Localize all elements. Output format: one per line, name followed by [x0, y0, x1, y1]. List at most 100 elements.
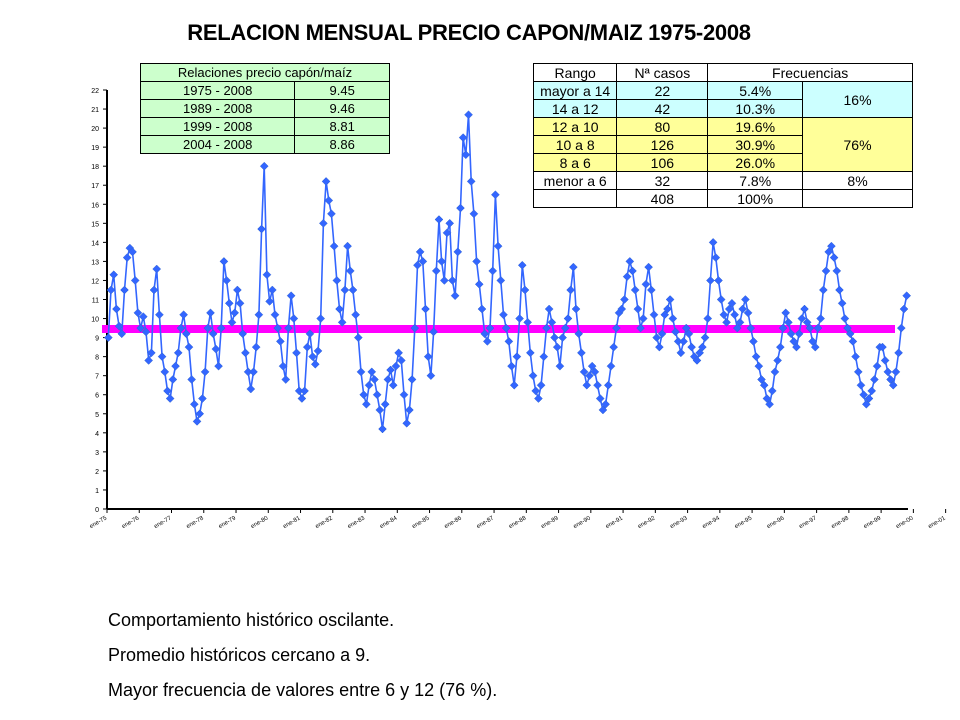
series-point: [246, 384, 256, 394]
series-point: [249, 367, 258, 377]
series-point: [324, 196, 334, 205]
series-point: [343, 241, 352, 251]
series-point: [525, 348, 535, 358]
series-point: [364, 380, 374, 390]
series-point: [714, 276, 723, 285]
series-point: [560, 323, 570, 333]
x-tick-label: ene-85: [411, 515, 431, 530]
series-point: [883, 367, 893, 377]
series-point: [300, 386, 309, 396]
series-point: [692, 356, 702, 365]
x-tick-label: ene-98: [831, 515, 851, 530]
series-point: [219, 257, 229, 266]
series-point: [130, 276, 140, 285]
series-point: [829, 253, 839, 262]
x-tick-label: ene-76: [121, 515, 141, 530]
series-point: [278, 361, 288, 371]
series-point: [310, 359, 320, 369]
series-point: [163, 386, 172, 396]
series-point: [203, 323, 213, 333]
series-point: [784, 318, 793, 327]
cases-cell: 126: [616, 135, 709, 154]
series-point: [466, 177, 476, 186]
series-point: [399, 390, 409, 400]
series-point: [426, 371, 436, 381]
series-point: [735, 318, 745, 327]
series-point: [383, 375, 393, 384]
series-point: [195, 409, 205, 419]
series-point: [206, 308, 215, 318]
series-point: [405, 405, 414, 415]
series-point: [886, 375, 895, 384]
series-point: [327, 209, 336, 219]
series-point: [176, 323, 186, 333]
series-point: [657, 329, 667, 339]
series-point: [872, 361, 882, 371]
series-point: [372, 390, 382, 400]
series-point: [335, 304, 344, 314]
series-line: [107, 114, 908, 430]
series-point: [313, 346, 323, 356]
series-point: [622, 272, 632, 281]
relations-row: 1999 - 2008 8.81: [139, 117, 390, 136]
series-point: [235, 298, 245, 308]
series-point: [762, 394, 772, 403]
series-point: [880, 356, 890, 365]
series-point: [716, 295, 726, 304]
series-point: [810, 342, 820, 352]
x-tick-label: ene-87: [476, 515, 496, 530]
series-point: [273, 323, 283, 333]
range-cell: 10 a 8: [532, 135, 618, 154]
total-freq-cell: 100%: [707, 189, 804, 208]
series-point: [340, 285, 350, 295]
series-point: [501, 323, 511, 333]
series-point: [184, 342, 194, 352]
series-point: [587, 361, 597, 371]
series-point: [198, 394, 207, 403]
series-point: [681, 323, 691, 333]
series-point: [585, 371, 594, 381]
series-point: [329, 241, 339, 251]
y-tick-label: 22: [91, 88, 99, 95]
series-point: [603, 380, 613, 390]
series-point: [157, 352, 167, 361]
series-point: [165, 394, 175, 403]
y-tick-label: 17: [91, 183, 99, 190]
series-point: [109, 270, 119, 280]
series-point: [663, 304, 672, 314]
x-tick-labels: ene-75 ene-76 ene-77 ene-78 ene-79 ene-80 ene-…: [89, 515, 960, 530]
series-point: [305, 329, 315, 339]
relations-value: 9.45: [294, 81, 390, 100]
y-tick-label: 10: [91, 317, 99, 324]
series-point: [805, 323, 815, 333]
series-point: [192, 417, 202, 426]
series-point: [732, 323, 742, 333]
series-point: [606, 361, 616, 371]
series-point: [391, 361, 401, 371]
series-point: [775, 342, 785, 352]
series-point: [722, 318, 731, 327]
header-casos: Nª casos: [616, 63, 709, 82]
x-tick-label: ene-83: [347, 515, 367, 530]
series-point: [644, 262, 653, 272]
y-tick-label: 8: [95, 355, 99, 362]
series-point: [590, 367, 600, 377]
frequency-row: menor a 6 32 7.8% 8%: [532, 171, 913, 190]
series-point: [439, 276, 449, 285]
series-point: [851, 352, 860, 361]
series-point: [837, 298, 847, 308]
series-point: [146, 348, 156, 358]
series-point: [224, 298, 234, 308]
series-point: [179, 310, 188, 320]
series-point: [824, 247, 834, 257]
series-point: [474, 279, 484, 289]
series-point: [149, 285, 159, 295]
series-point: [133, 308, 143, 318]
series-point: [891, 367, 901, 377]
series-point: [550, 333, 559, 342]
range-cell: 14 a 12: [532, 99, 618, 118]
series-point: [902, 291, 912, 301]
series-point: [359, 390, 369, 400]
series-point: [515, 314, 524, 323]
